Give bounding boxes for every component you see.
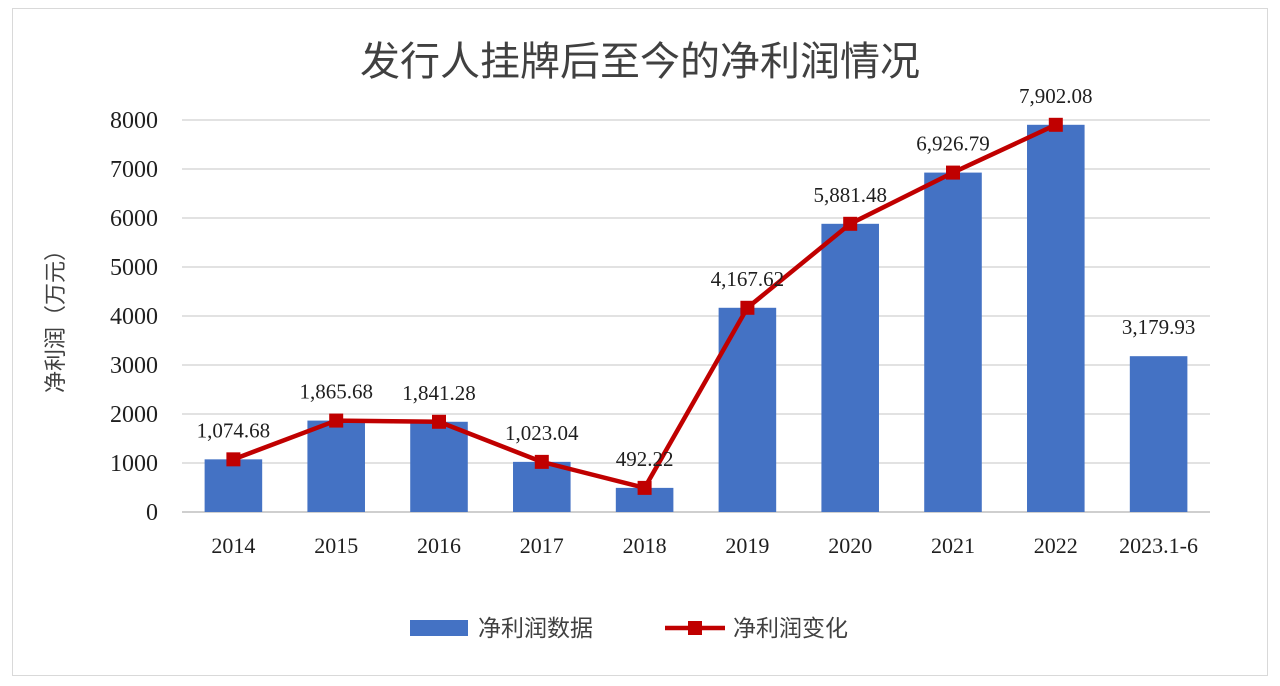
y-axis-ticks: 0 1000 2000 3000 4000 5000 6000 7000 8000 [110,108,158,526]
legend: 净利润数据 净利润变化 [410,616,848,642]
data-label: 1,023.04 [505,421,579,445]
legend-bar-swatch [410,620,468,636]
y-tick-label: 2000 [110,402,158,428]
y-tick-label: 0 [146,500,158,526]
x-tick-label: 2023.1-6 [1119,533,1198,558]
line-marker [637,480,652,495]
data-label: 7,902.08 [1019,84,1093,108]
data-label: 4,167.62 [711,267,785,291]
bar [513,461,571,512]
bar [410,421,468,512]
bar [924,172,982,513]
bar [204,459,263,512]
line-marker [329,413,344,428]
y-tick-label: 8000 [110,108,158,134]
y-tick-label: 1000 [110,451,158,477]
line-series [226,117,1063,495]
bar [1027,124,1085,512]
chart-title: 发行人挂牌后至今的净利润情况 [360,39,920,85]
line-marker [740,300,755,315]
x-axis-ticks: 2014 2015 2016 2017 2018 2019 2020 2021 2022 2023… [211,533,1198,558]
y-tick-label: 6000 [110,206,158,232]
line-marker [1048,117,1063,132]
bar [821,223,879,512]
data-label: 1,841.28 [402,381,476,405]
legend-label-line: 净利润变化 [733,616,848,642]
y-tick-label: 7000 [110,157,158,183]
line-marker [432,414,446,429]
data-label: 1,074.68 [197,418,271,442]
x-tick-label: 2016 [417,533,461,558]
legend-line-marker [688,621,702,635]
y-tick-label: 5000 [110,255,158,281]
bar [718,307,777,512]
legend-label-bar: 净利润数据 [478,616,593,642]
x-tick-label: 2020 [828,533,872,558]
data-label: 6,926.79 [916,132,990,156]
x-tick-label: 2021 [931,533,975,558]
line-marker [534,454,549,469]
data-label: 492.22 [616,447,674,471]
data-label: 1,865.68 [299,380,373,404]
data-label: 5,881.48 [813,183,887,207]
bar [307,420,365,512]
data-labels: 1,074.68 1,865.68 1,841.28 1,023.04 492.22 4,… [197,84,1196,471]
x-tick-label: 2019 [725,533,769,558]
x-tick-label: 2017 [520,533,564,558]
y-axis-label: 净利润（万元） [44,239,69,393]
x-tick-label: 2018 [623,533,667,558]
data-label: 3,179.93 [1122,315,1196,339]
x-tick-label: 2014 [211,533,255,558]
line-marker [946,165,960,180]
y-tick-label: 4000 [110,304,158,330]
bar-series [204,124,1188,513]
x-tick-label: 2015 [314,533,358,558]
bar [1129,356,1188,512]
line-marker [843,216,858,231]
x-tick-label: 2022 [1034,533,1078,558]
y-tick-label: 3000 [110,353,158,379]
line-marker [226,452,241,467]
